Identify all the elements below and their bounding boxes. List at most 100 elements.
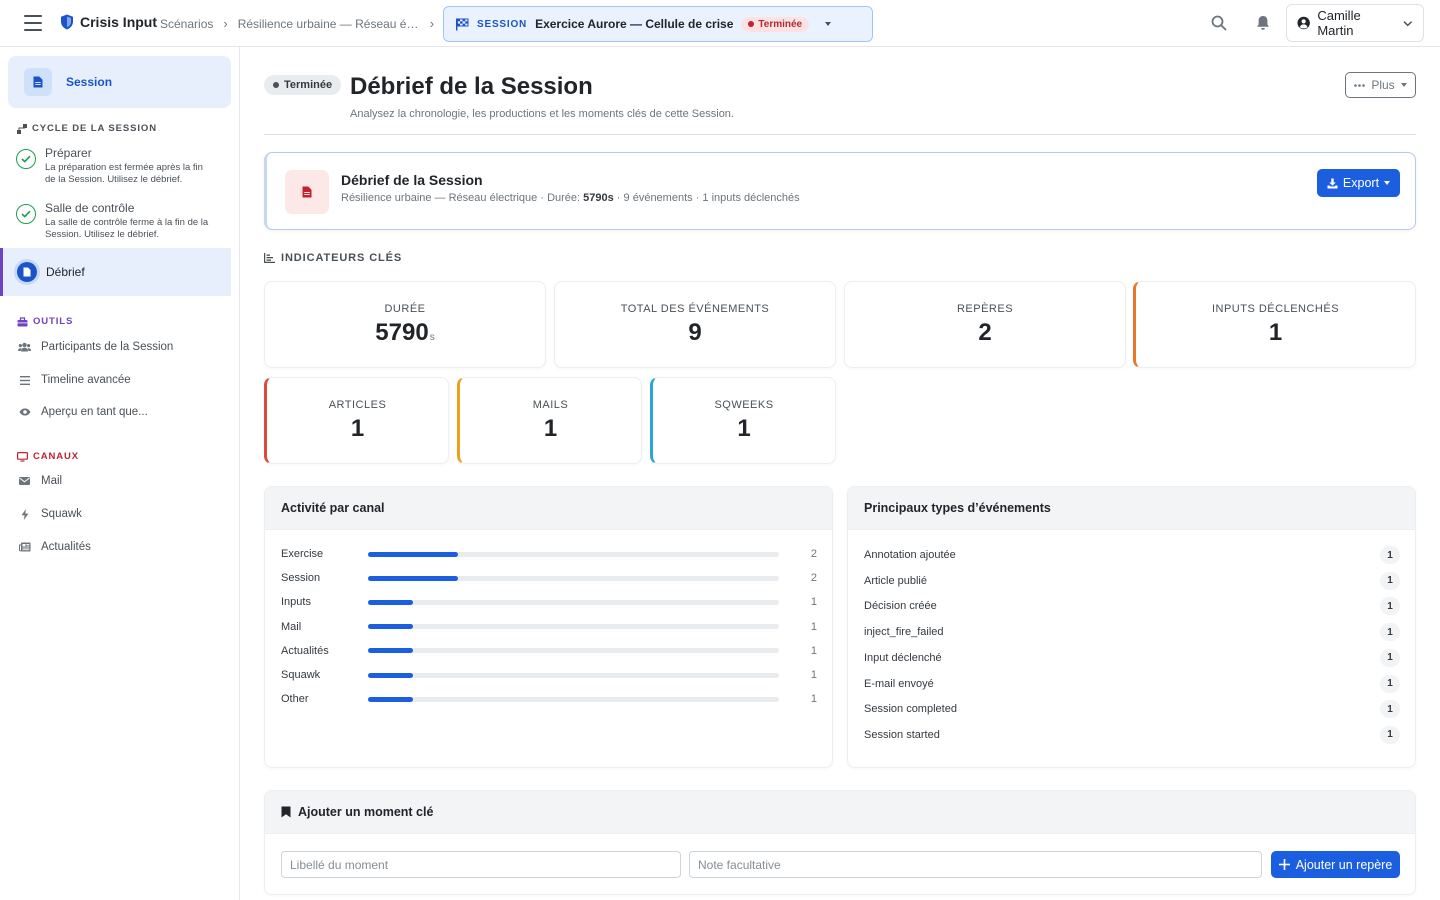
menu-toggle-button[interactable] <box>24 15 42 31</box>
kpi-value: 1 <box>543 415 558 442</box>
sidebar-item-participants[interactable]: Participants de la Session <box>18 341 173 353</box>
search-icon <box>1211 15 1227 31</box>
status-badge-label: Terminée <box>758 18 803 30</box>
bookmark-icon <box>281 806 291 818</box>
user-name: Camille Martin <box>1317 8 1361 38</box>
sidebar-item-label: Mail <box>41 475 63 487</box>
sidebar-step-preparer[interactable]: Préparer La préparation est fermée après… <box>0 146 231 185</box>
sidebar-step-salle-de-controle[interactable]: Salle de contrôle La salle de contrôle f… <box>0 201 231 240</box>
debrief-duration-label: Durée: <box>547 192 581 204</box>
breadcrumb-scenario[interactable]: Résilience urbaine — Réseau éle… <box>237 16 420 31</box>
status-dot <box>748 21 755 27</box>
session-selector[interactable]: SESSION Exercice Aurore — Cellule de cri… <box>443 6 873 42</box>
chart-bar-icon <box>264 253 275 263</box>
sidebar-item-label: Participants de la Session <box>41 341 174 353</box>
activity-bar <box>368 696 414 702</box>
status-dot <box>273 82 279 88</box>
moment-note-input[interactable] <box>689 851 1262 878</box>
channel-name: Squawk <box>281 669 321 681</box>
sidebar: Session CYCLE DE LA SESSION Préparer La … <box>0 47 240 900</box>
sidebar-item-mail[interactable]: Mail <box>18 475 62 487</box>
kpi-label: MAILS <box>532 399 569 411</box>
event-type-count: 1 <box>1380 725 1400 744</box>
check-circle-icon <box>16 204 36 224</box>
debrief-title: Débrief de la Session <box>341 172 483 188</box>
diagram-icon <box>17 123 27 134</box>
event-type-name: Décision créée <box>864 600 937 613</box>
activity-bar <box>368 624 414 630</box>
section-heading-label: INDICATEURS CLÉS <box>281 252 403 264</box>
section-heading-cycle: CYCLE DE LA SESSION <box>17 123 157 134</box>
sidebar-item-actualites[interactable]: Actualités <box>18 541 91 553</box>
step-description: La salle de contrôle ferme à la fin de l… <box>45 217 209 240</box>
event-type-row: inject_fire_failed 1 <box>864 623 1400 642</box>
export-button[interactable]: Export <box>1317 169 1400 197</box>
event-type-count: 1 <box>1380 648 1400 667</box>
user-menu-button[interactable]: Camille Martin <box>1286 4 1424 42</box>
kpi-label: DURÉE <box>384 303 426 315</box>
event-type-row: Annotation ajoutée 1 <box>864 546 1400 564</box>
sidebar-item-apercu[interactable]: Aperçu en tant que... <box>18 406 148 418</box>
user-circle-icon <box>1297 16 1310 30</box>
activity-bar <box>368 672 414 678</box>
debrief-summary-card: Débrief de la Session Résilience urbaine… <box>264 152 1416 230</box>
channel-activity-row: Actualités 1 <box>281 644 817 658</box>
panel-title: Activité par canal <box>265 487 832 530</box>
file-icon <box>285 170 329 214</box>
channel-name: Mail <box>281 620 302 633</box>
moment-label-input[interactable] <box>281 851 681 878</box>
caret-down-icon <box>1400 83 1407 87</box>
status-badge-label: Terminée <box>284 79 333 91</box>
kpi-value: 2 <box>978 319 992 346</box>
app-name: Crisis Input <box>80 14 158 30</box>
event-type-row: Session started 1 <box>864 725 1400 744</box>
activity-bar-track <box>368 551 779 557</box>
eye-icon <box>18 408 31 416</box>
more-actions-button[interactable]: Plus <box>1345 72 1416 98</box>
kpi-label: ARTICLES <box>328 399 387 411</box>
section-heading-channels: CANAUX <box>17 451 79 462</box>
monitor-icon <box>17 451 28 462</box>
event-type-name: Session completed <box>864 703 957 716</box>
panel-title: Ajouter un moment clé <box>298 805 434 819</box>
search-button[interactable] <box>1209 13 1229 33</box>
activity-bar-track <box>368 696 779 702</box>
notifications-button[interactable] <box>1253 13 1273 33</box>
step-title: Débrief <box>46 265 85 279</box>
section-heading-label: CANAUX <box>33 451 80 462</box>
download-icon <box>1327 178 1338 188</box>
breadcrumb-scenarios[interactable]: Scénarios <box>160 16 214 31</box>
kpi-value: 5790s <box>265 319 545 347</box>
channel-activity-row: Squawk 1 <box>281 668 817 682</box>
kpi-sqweeks: SQWEEKS 1 <box>650 377 836 464</box>
sidebar-item-timeline[interactable]: Timeline avancée <box>18 374 131 386</box>
chevron-down-icon <box>1403 20 1413 26</box>
plus-icon <box>1278 859 1290 870</box>
event-type-name: Input déclenché <box>864 651 942 664</box>
activity-bar <box>368 648 414 654</box>
kpi-label: INPUTS DÉCLENCHÉS <box>1211 303 1340 315</box>
section-heading-label: CYCLE DE LA SESSION <box>32 123 157 134</box>
toolbox-icon <box>17 316 28 326</box>
sidebar-item-session[interactable]: Session <box>8 56 231 108</box>
app-brand[interactable]: Crisis Input <box>60 14 157 30</box>
divider <box>264 134 1416 135</box>
channel-count: 2 <box>810 572 817 585</box>
document-icon <box>24 68 52 96</box>
channel-name: Actualités <box>281 644 329 657</box>
kpi-mails: MAILS 1 <box>457 377 642 464</box>
kpi-label: REPÈRES <box>956 303 1014 315</box>
panel-title: Principaux types d’événements <box>848 487 1415 530</box>
channel-name: Exercise <box>281 548 324 560</box>
kpi-value: 1 <box>737 415 751 442</box>
step-title: Salle de contrôle <box>45 201 135 215</box>
channel-count: 1 <box>810 669 817 681</box>
event-type-row: Décision créée 1 <box>864 597 1400 616</box>
event-type-row: E-mail envoyé 1 <box>864 674 1400 693</box>
kpi-duree: DURÉE 5790s <box>264 281 546 368</box>
add-marker-button[interactable]: Ajouter un repère <box>1271 851 1400 878</box>
sidebar-item-squawk[interactable]: Squawk <box>18 508 82 520</box>
check-circle-icon <box>16 149 36 169</box>
bolt-icon <box>18 508 31 520</box>
sidebar-step-debrief[interactable]: Débrief <box>0 248 231 296</box>
